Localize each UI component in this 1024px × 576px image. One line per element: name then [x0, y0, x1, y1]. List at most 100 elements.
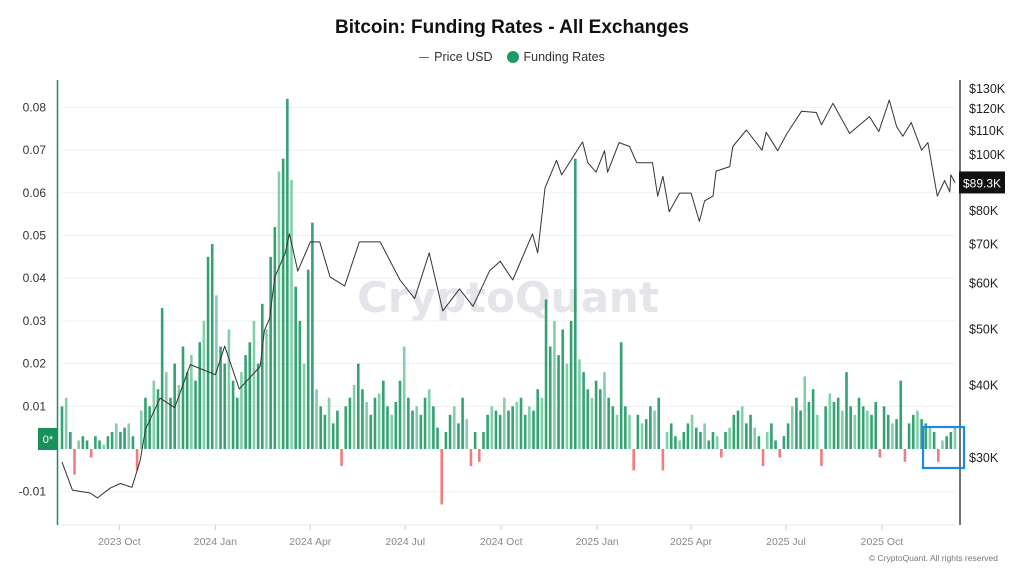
funding-bar — [444, 431, 448, 449]
funding-bar — [674, 436, 677, 449]
funding-bar — [294, 286, 297, 449]
funding-bar — [615, 414, 619, 449]
funding-bar — [774, 440, 777, 449]
funding-bar — [102, 444, 106, 449]
funding-bar — [569, 320, 573, 449]
funding-bar — [540, 397, 544, 449]
funding-bar — [582, 372, 585, 449]
left-tick-label: 0.02 — [23, 357, 47, 371]
funding-bar — [369, 414, 373, 449]
funding-bar — [402, 346, 406, 449]
funding-bar — [185, 372, 189, 449]
right-tick-label: $60K — [969, 277, 999, 291]
funding-bar — [874, 402, 878, 449]
funding-bar — [390, 414, 393, 449]
funding-bar — [740, 406, 744, 449]
funding-bar — [515, 402, 519, 449]
funding-bar — [114, 423, 118, 449]
funding-bar — [256, 363, 260, 449]
funding-bar — [452, 406, 456, 449]
funding-bar — [323, 414, 327, 449]
zero-badge — [38, 428, 58, 450]
left-tick-label: -0.01 — [19, 485, 47, 499]
funding-bar — [628, 414, 631, 449]
funding-bar — [331, 423, 335, 449]
funding-bar — [899, 380, 903, 449]
funding-bar — [490, 406, 494, 449]
funding-bar — [561, 329, 565, 449]
funding-bar-negative — [903, 449, 907, 462]
x-tick-label: 2024 Jan — [194, 536, 237, 548]
funding-bar — [953, 427, 957, 449]
funding-bars — [60, 98, 957, 505]
funding-bar — [98, 440, 101, 449]
funding-bar — [853, 414, 857, 449]
funding-bar — [703, 423, 706, 449]
right-tick-label: $70K — [969, 238, 999, 252]
funding-bar — [498, 414, 502, 449]
funding-bar — [81, 436, 85, 449]
right-tick-label: $80K — [969, 204, 999, 218]
funding-bar — [473, 431, 477, 449]
funding-bar — [849, 406, 852, 449]
funding-bar — [886, 414, 890, 449]
funding-bar — [866, 410, 869, 449]
x-tick-label: 2024 Jul — [385, 536, 425, 548]
funding-bar — [724, 431, 727, 449]
funding-bar-negative — [469, 449, 473, 467]
funding-bar-negative — [135, 449, 139, 471]
funding-bar — [503, 397, 506, 449]
funding-bar — [315, 389, 318, 449]
funding-bar — [144, 397, 147, 449]
right-tick-label: $110K — [969, 124, 1005, 138]
funding-bar — [148, 406, 151, 449]
funding-bar — [519, 397, 523, 449]
funding-bar — [252, 320, 256, 449]
funding-bar-negative — [340, 449, 343, 467]
funding-bar — [640, 423, 644, 449]
funding-bar — [69, 431, 72, 449]
legend-item-funding[interactable]: Funding Rates — [506, 50, 605, 64]
funding-bar — [891, 423, 894, 449]
funding-bar — [281, 158, 285, 449]
funding-bar — [265, 329, 268, 449]
funding-bar — [907, 423, 911, 449]
legend-item-price[interactable]: Price USD — [419, 50, 493, 64]
funding-bar — [365, 402, 368, 449]
funding-bar — [707, 440, 711, 449]
funding-bar — [882, 406, 886, 449]
funding-bar — [578, 359, 581, 449]
funding-bar — [127, 423, 131, 449]
funding-bar — [832, 402, 836, 449]
funding-bar — [119, 431, 122, 449]
funding-bar — [482, 431, 485, 449]
funding-bar — [678, 440, 681, 449]
funding-bar — [227, 329, 231, 449]
funding-bar — [110, 431, 114, 449]
funding-bar — [165, 372, 168, 449]
right-tick-label: $130K — [969, 82, 1006, 96]
funding-bar — [857, 397, 861, 449]
funding-bar — [202, 320, 206, 449]
funding-bar — [240, 372, 243, 449]
funding-bar — [573, 158, 577, 449]
funding-bar-negative — [661, 449, 665, 471]
funding-bar-negative — [761, 449, 765, 467]
funding-bar — [694, 427, 698, 449]
funding-bar — [932, 431, 936, 449]
funding-bar — [807, 402, 811, 449]
right-tick-label: $40K — [969, 379, 999, 393]
funding-bar — [928, 427, 932, 449]
funding-bar — [728, 427, 731, 449]
funding-bar — [803, 376, 807, 449]
funding-bar — [177, 384, 181, 449]
funding-bar — [699, 431, 702, 449]
current-price-label: $89.3K — [963, 176, 1001, 190]
left-tick-label: 0.03 — [23, 314, 47, 328]
funding-bar — [386, 406, 389, 449]
funding-bar — [511, 406, 514, 449]
x-tick-label: 2025 Oct — [861, 536, 904, 548]
funding-bar — [770, 423, 773, 449]
funding-bar — [920, 419, 923, 449]
